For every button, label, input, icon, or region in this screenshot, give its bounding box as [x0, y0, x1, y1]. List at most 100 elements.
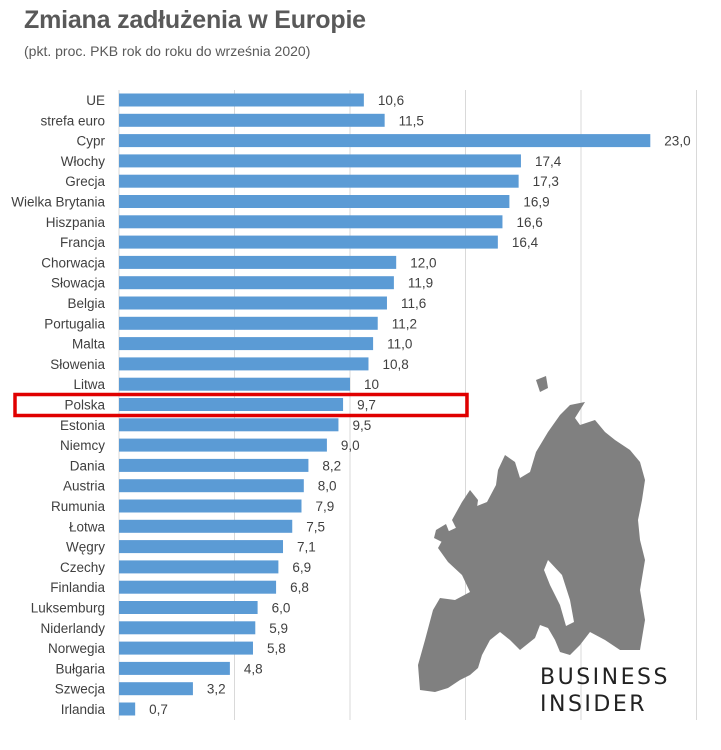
value-label: 17,3 [533, 174, 559, 189]
bar [119, 276, 394, 290]
category-label: Luksemburg [31, 601, 105, 616]
category-label: Rumunia [51, 499, 106, 514]
bar [119, 682, 193, 696]
bar [119, 621, 256, 635]
value-label: 16,6 [516, 215, 542, 230]
bar [119, 296, 387, 310]
category-label: Francja [60, 235, 106, 250]
polska-highlight-box [13, 392, 469, 418]
category-label: Finlandia [50, 580, 105, 595]
value-label: 3,2 [207, 682, 226, 697]
bar [119, 438, 327, 452]
bar [119, 580, 277, 594]
value-label: 9,7 [357, 398, 376, 413]
bar [119, 337, 374, 351]
bar [119, 418, 339, 432]
value-label: 6,0 [272, 601, 291, 616]
bar [119, 93, 364, 107]
category-label: Malta [72, 337, 106, 352]
value-label: 8,2 [322, 458, 341, 473]
bar [119, 235, 498, 249]
category-label: Belgia [67, 296, 105, 311]
bar [119, 398, 344, 411]
bar [119, 540, 284, 554]
chart-title: Zmiana zadłużenia w Europie [24, 6, 366, 34]
value-label: 4,8 [244, 661, 263, 676]
value-label: 11,2 [392, 316, 417, 331]
value-labels: 10,6 11,5 23,0 17,4 17,3 16,9 16,6 16,4 12,0 11,9… [149, 93, 690, 717]
bar [119, 377, 350, 391]
category-label: Polska [64, 398, 105, 413]
bar [119, 316, 378, 330]
category-label: Litwa [73, 377, 105, 392]
bar [119, 702, 136, 716]
value-label: 10,8 [382, 357, 408, 372]
value-label: 16,9 [523, 195, 549, 210]
category-label: Węgry [66, 540, 105, 555]
category-label: UE [86, 93, 105, 108]
bar [119, 134, 651, 148]
category-labels: UE strefa euro Cypr Włochy Grecja Wielka Bryt… [11, 93, 105, 717]
bar [119, 154, 521, 168]
value-label: 9,0 [341, 438, 360, 453]
category-label: Hiszpania [46, 215, 106, 230]
value-label: 10 [364, 377, 379, 392]
category-label: Norwegia [48, 641, 106, 656]
category-label: Słowacja [51, 276, 106, 291]
bar [119, 174, 519, 188]
business-insider-logo: BUSINESS INSIDER [540, 664, 700, 718]
value-label: 5,9 [269, 621, 288, 636]
logo-line-2: INSIDER [540, 692, 648, 717]
category-label: Słowenia [50, 357, 105, 372]
chart-subtitle: (pkt. proc. PKB rok do roku do września … [24, 43, 311, 59]
europe-map-silhouette [418, 376, 645, 692]
bars [119, 93, 651, 716]
bar [119, 661, 230, 675]
bar [119, 601, 258, 614]
value-label: 10,6 [378, 93, 404, 108]
value-label: 16,4 [512, 235, 539, 250]
value-label: 11,5 [399, 113, 424, 128]
value-label: 9,5 [352, 418, 371, 433]
category-label: Cypr [76, 134, 105, 149]
category-label: strefa euro [40, 113, 105, 128]
value-label: 11,0 [387, 337, 412, 352]
category-label: Dania [70, 458, 106, 473]
value-label: 11,6 [401, 296, 426, 311]
value-label: 17,4 [535, 154, 562, 169]
value-label: 0,7 [149, 702, 168, 717]
category-label: Łotwa [69, 519, 106, 534]
bar [119, 499, 302, 513]
category-label: Grecja [65, 174, 105, 189]
value-label: 6,9 [292, 560, 311, 575]
bar [119, 458, 309, 472]
category-label: Niemcy [60, 438, 105, 453]
value-label: 7,5 [306, 519, 325, 534]
bar [119, 479, 304, 493]
bar [119, 195, 510, 208]
category-label: Austria [63, 479, 106, 494]
value-label: 11,9 [408, 276, 433, 291]
category-label: Bułgaria [55, 661, 105, 676]
bar [119, 255, 397, 269]
bar [119, 357, 369, 371]
category-label: Czechy [60, 560, 105, 575]
category-label: Irlandia [61, 702, 106, 717]
bar [119, 560, 279, 574]
value-label: 5,8 [267, 641, 286, 656]
bar [119, 113, 385, 127]
value-label: 23,0 [664, 134, 690, 149]
value-label: 7,1 [297, 540, 316, 555]
bar [119, 215, 503, 229]
bar [119, 641, 253, 655]
bar [119, 519, 293, 533]
value-label: 12,0 [410, 255, 436, 270]
logo-line-1: BUSINESS [540, 665, 670, 690]
value-label: 6,8 [290, 580, 309, 595]
value-label: 8,0 [318, 479, 337, 494]
category-label: Szwecja [55, 682, 106, 697]
category-label: Włochy [61, 154, 106, 169]
category-label: Portugalia [44, 316, 105, 331]
value-label: 7,9 [315, 499, 334, 514]
